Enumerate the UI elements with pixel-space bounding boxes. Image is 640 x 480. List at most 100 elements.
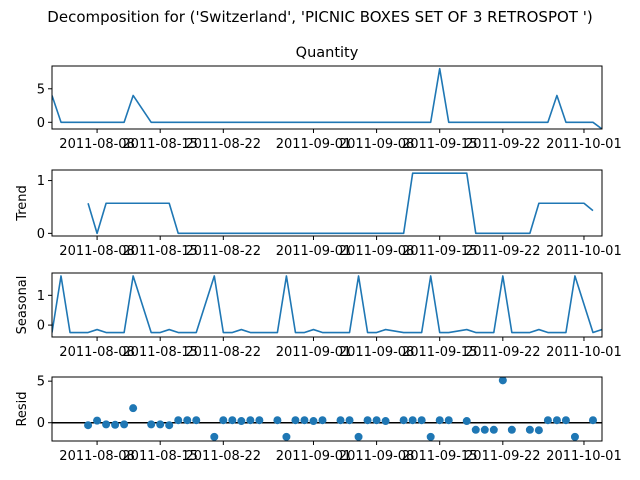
resid-point	[498, 377, 507, 385]
resid-point	[543, 416, 552, 425]
resid-point	[363, 416, 372, 425]
resid-point	[120, 420, 129, 429]
resid-point	[381, 417, 390, 426]
resid-point	[471, 425, 480, 434]
resid-point	[417, 416, 426, 425]
x-tick-label: 2011-09-22	[465, 449, 541, 464]
resid-point	[219, 416, 228, 425]
resid-point	[507, 425, 516, 434]
axes-frame	[51, 376, 603, 442]
x-tick-label: 2011-09-08	[339, 244, 415, 259]
x-tick-label: 2011-09-15	[402, 244, 478, 259]
resid-point	[192, 416, 201, 425]
resid-point	[246, 416, 255, 425]
resid-point	[345, 416, 354, 425]
series-line	[87, 172, 594, 235]
resid-point	[588, 416, 597, 425]
y-tick-label: 5	[37, 375, 45, 390]
x-tick-label: 2011-09-22	[465, 244, 541, 259]
panel-seasonal: Seasonal 0 1 2011-08-082011-08-152011-08-22…	[15, 272, 622, 360]
plot-area	[87, 172, 594, 235]
resid-point	[372, 416, 381, 425]
resid-point	[462, 417, 471, 426]
series-line	[52, 275, 602, 334]
x-tick-label: 2011-09-01	[276, 345, 352, 360]
resid-point	[435, 416, 444, 425]
resid-point	[489, 425, 498, 434]
resid-point	[561, 416, 570, 425]
resid-point	[93, 416, 102, 425]
resid-point	[336, 416, 345, 425]
x-tick-label: 2011-08-22	[186, 137, 262, 152]
resid-point	[102, 420, 111, 429]
panel-title: Quantity	[296, 45, 359, 61]
resid-point	[156, 420, 165, 429]
x-tick-label: 2011-08-22	[186, 449, 262, 464]
panel-quantity: Quantity 0 5 2011-08-082011-08-152011-08-22…	[37, 45, 622, 152]
resid-point	[300, 416, 309, 425]
x-tick-label: 2011-09-01	[276, 244, 352, 259]
x-tick-label: 2011-09-08	[339, 137, 415, 152]
resid-point	[318, 416, 327, 425]
resid-point	[480, 425, 489, 434]
x-tick-label: 2011-08-15	[122, 244, 198, 259]
y-tick-label: 1	[37, 289, 45, 304]
resid-point	[210, 432, 219, 441]
y-tick-label: 1	[37, 174, 45, 189]
x-tick-label: 2011-08-15	[122, 345, 198, 360]
resid-point	[426, 432, 435, 441]
x-tick-label: 2011-09-22	[465, 345, 541, 360]
figure-title: Decomposition for ('Switzerland', 'PICNI…	[47, 8, 592, 26]
y-axis-label: Resid	[15, 391, 30, 426]
resid-point	[273, 416, 282, 425]
resid-point	[444, 416, 453, 425]
y-tick-label: 0	[37, 416, 45, 431]
resid-point	[165, 421, 174, 430]
resid-point	[408, 416, 417, 425]
resid-point	[84, 421, 93, 430]
resid-point	[282, 432, 291, 441]
resid-point	[354, 432, 363, 441]
resid-point	[174, 416, 183, 425]
x-tick-label: 2011-08-15	[122, 449, 198, 464]
resid-point	[525, 425, 534, 434]
x-tick-label: 2011-08-22	[186, 345, 262, 360]
x-tick-label: 2011-09-15	[402, 449, 478, 464]
resid-point	[570, 432, 579, 441]
x-tick-label: 2011-08-08	[59, 345, 135, 360]
resid-point	[111, 420, 120, 429]
x-tick-label: 2011-08-08	[59, 449, 135, 464]
x-tick-label: 2011-10-01	[546, 244, 622, 259]
y-tick-label: 0	[37, 116, 45, 131]
resid-point	[255, 416, 264, 425]
x-tick-label: 2011-09-01	[276, 137, 352, 152]
axes-frame	[51, 169, 603, 237]
x-tick-label: 2011-09-15	[402, 137, 478, 152]
x-tick-label: 2011-09-22	[465, 137, 541, 152]
resid-point	[309, 417, 318, 426]
x-tick-label: 2011-09-08	[339, 345, 415, 360]
x-tick-label: 2011-09-15	[402, 345, 478, 360]
y-tick-label: 5	[37, 82, 45, 97]
x-tick-label: 2011-10-01	[546, 345, 622, 360]
resid-point	[291, 416, 300, 425]
resid-point	[399, 416, 408, 425]
resid-point	[228, 416, 237, 425]
x-tick-label: 2011-09-08	[339, 449, 415, 464]
plot-area	[52, 377, 602, 441]
x-tick-label: 2011-08-08	[59, 137, 135, 152]
plot-area	[52, 275, 602, 334]
axes-frame	[51, 65, 603, 130]
panels-container: Quantity052011-08-082011-08-152011-08-22…	[15, 45, 622, 464]
y-tick-label: 0	[37, 319, 45, 334]
resid-point	[237, 417, 246, 426]
y-axis-label: Trend	[15, 185, 30, 222]
x-tick-label: 2011-10-01	[546, 137, 622, 152]
y-axis-label: Seasonal	[15, 276, 30, 335]
x-tick-label: 2011-08-15	[122, 137, 198, 152]
resid-point	[183, 416, 192, 425]
